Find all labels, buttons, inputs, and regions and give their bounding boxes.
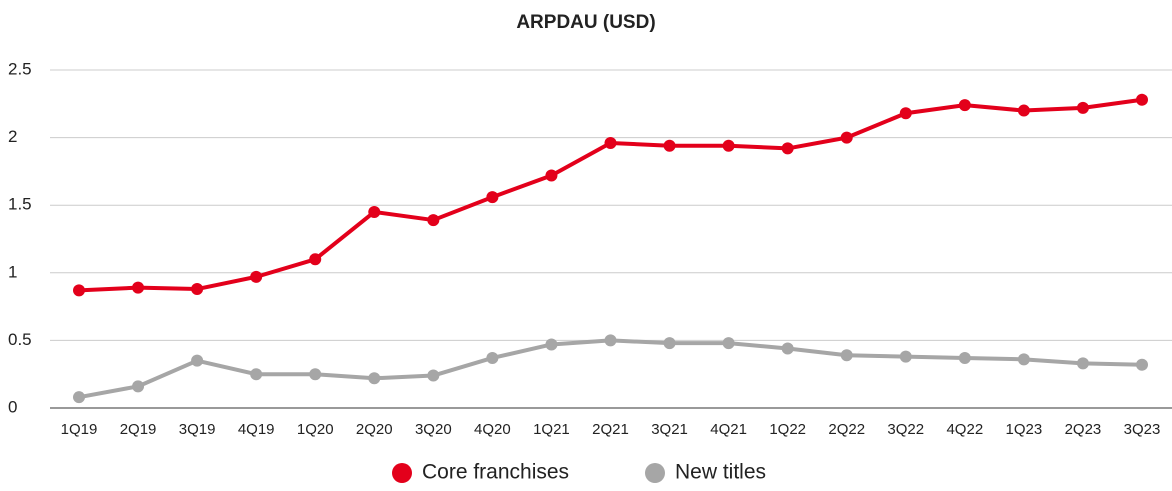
x-tick-label: 4Q19 <box>238 421 275 438</box>
data-point <box>368 372 381 385</box>
data-point <box>840 131 853 144</box>
data-point <box>781 342 794 355</box>
legend-label: Core franchises <box>422 461 569 484</box>
data-point <box>899 107 912 120</box>
data-point <box>663 337 676 350</box>
series-line <box>78 97 1143 293</box>
y-tick-label: 1 <box>8 262 17 281</box>
x-tick-label: 3Q21 <box>651 421 688 438</box>
data-point <box>1017 353 1030 366</box>
data-point <box>250 270 263 283</box>
data-point <box>486 351 499 364</box>
data-point <box>368 205 381 218</box>
y-tick-label: 1.5 <box>8 195 32 214</box>
data-point <box>958 351 971 364</box>
data-point <box>1076 357 1089 370</box>
data-point <box>191 354 204 367</box>
x-tick-label: 1Q21 <box>533 421 570 438</box>
x-tick-label: 2Q21 <box>592 421 629 438</box>
x-tick-label: 3Q23 <box>1124 421 1161 438</box>
data-point <box>545 169 558 182</box>
x-tick-label: 1Q23 <box>1006 421 1043 438</box>
x-tick-label: 3Q19 <box>179 421 216 438</box>
data-point <box>722 337 735 350</box>
data-point <box>663 139 676 152</box>
data-point <box>840 349 853 362</box>
data-point <box>781 142 794 155</box>
x-tick-label: 3Q20 <box>415 421 452 438</box>
x-tick-label: 1Q22 <box>769 421 806 438</box>
data-point <box>427 369 440 382</box>
legend-marker <box>392 463 412 483</box>
x-tick-label: 1Q19 <box>61 421 98 438</box>
data-point <box>309 253 322 266</box>
data-point <box>427 214 440 227</box>
x-tick-label: 1Q20 <box>297 421 334 438</box>
data-point <box>191 283 204 296</box>
x-tick-label: 3Q22 <box>887 421 924 438</box>
data-point <box>73 284 85 297</box>
data-point <box>132 281 145 294</box>
series-line <box>78 338 1143 400</box>
data-point <box>1136 358 1148 371</box>
x-tick-label: 4Q20 <box>474 421 511 438</box>
y-tick-label: 2.5 <box>8 59 32 78</box>
data-point <box>132 380 145 393</box>
x-tick-label: 2Q22 <box>828 421 865 438</box>
data-point <box>486 191 499 204</box>
data-point <box>899 350 912 363</box>
data-point <box>958 99 971 112</box>
data-point <box>73 391 85 404</box>
data-point <box>309 368 322 381</box>
x-tick-label: 4Q21 <box>710 421 747 438</box>
legend-label: New titles <box>675 461 766 484</box>
data-point <box>250 368 263 381</box>
chart-title: ARPDAU (USD) <box>516 12 655 33</box>
x-tick-label: 2Q20 <box>356 421 393 438</box>
y-tick-label: 0 <box>8 397 17 416</box>
x-tick-label: 4Q22 <box>946 421 983 438</box>
data-point <box>604 137 617 150</box>
data-point <box>1136 93 1148 106</box>
data-point <box>545 338 558 351</box>
y-tick-label: 2 <box>8 127 17 146</box>
x-tick-label: 2Q19 <box>120 421 157 438</box>
legend-marker <box>645 463 665 483</box>
data-point <box>722 139 735 152</box>
y-tick-label: 0.5 <box>8 330 32 349</box>
data-point <box>1076 101 1089 114</box>
data-point <box>604 334 617 347</box>
x-tick-label: 2Q23 <box>1065 421 1102 438</box>
data-point <box>1017 104 1030 117</box>
